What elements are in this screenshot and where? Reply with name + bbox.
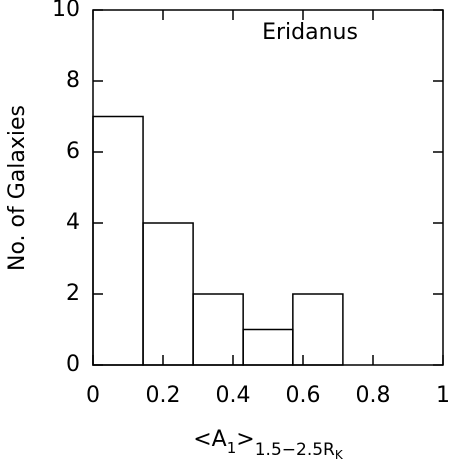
y-tick-label: 6 xyxy=(66,139,80,164)
y-tick-label: 4 xyxy=(66,210,80,235)
bar xyxy=(142,222,194,366)
bar xyxy=(92,115,144,366)
bar xyxy=(242,328,294,366)
x-axis-label: <A1>1.5−2.5RK xyxy=(193,427,344,462)
annotation: Eridanus xyxy=(262,20,358,45)
x-label-sub: 1 xyxy=(227,439,237,457)
plot-frame xyxy=(92,9,444,366)
bar xyxy=(192,293,244,366)
x-label-part: > xyxy=(236,427,254,452)
x-label-sub: K xyxy=(335,448,344,462)
x-tick-label: 0 xyxy=(86,383,100,408)
y-axis-label: No. of Galaxies xyxy=(5,105,30,271)
y-tick-label: 8 xyxy=(66,68,80,93)
y-tick-label: 10 xyxy=(52,0,80,22)
x-tick-label: 1 xyxy=(436,383,449,408)
x-tick-label: 0.6 xyxy=(286,383,321,408)
x-tick-label: 0.4 xyxy=(216,383,251,408)
y-tick-label: 0 xyxy=(66,352,80,377)
x-label-sub: 1.5−2.5R xyxy=(255,440,335,460)
y-tick-label: 2 xyxy=(66,281,80,306)
x-tick-label: 0.2 xyxy=(146,383,181,408)
bar xyxy=(292,293,344,366)
x-tick-label: 0.8 xyxy=(356,383,391,408)
x-label-part: <A xyxy=(193,427,226,452)
